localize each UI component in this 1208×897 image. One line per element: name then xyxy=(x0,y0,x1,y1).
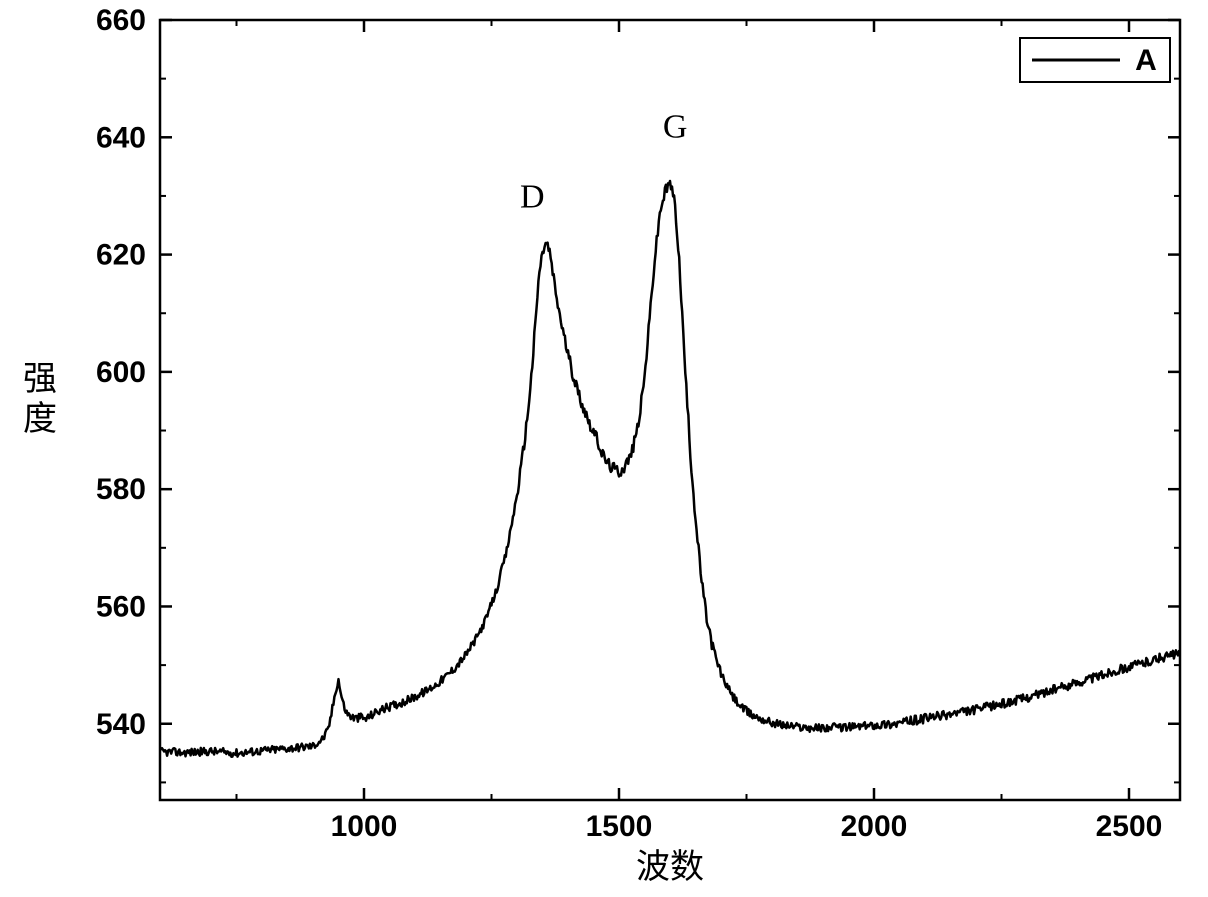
y-tick-label: 580 xyxy=(96,473,146,506)
y-axis-label-char: 度 xyxy=(23,400,57,438)
raman-spectrum-chart: 1000 1500 2000 2500 540 560 580 600 620 640 660 波数 强… xyxy=(0,0,1208,897)
x-axis-label: 波数 xyxy=(636,848,704,886)
legend-label: A xyxy=(1135,44,1157,77)
x-tick-label: 1000 xyxy=(331,810,398,843)
y-tick-label: 560 xyxy=(96,590,146,623)
y-axis-label-char: 强 xyxy=(23,361,57,398)
peak-label-D: D xyxy=(520,179,545,216)
chart-svg: 1000 1500 2000 2500 540 560 580 600 620 640 660 波数 强… xyxy=(0,0,1208,897)
y-tick-label: 620 xyxy=(96,239,146,272)
x-tick-label: 2500 xyxy=(1096,810,1163,843)
x-tick-label: 2000 xyxy=(841,810,908,843)
peak-label-G: G xyxy=(663,108,688,145)
spectrum-line xyxy=(160,181,1180,757)
x-tick-label: 1500 xyxy=(586,810,653,843)
y-tick-label: 660 xyxy=(96,4,146,37)
y-tick-label: 600 xyxy=(96,356,146,389)
y-tick-label: 540 xyxy=(96,708,146,741)
y-tick-label: 640 xyxy=(96,121,146,154)
